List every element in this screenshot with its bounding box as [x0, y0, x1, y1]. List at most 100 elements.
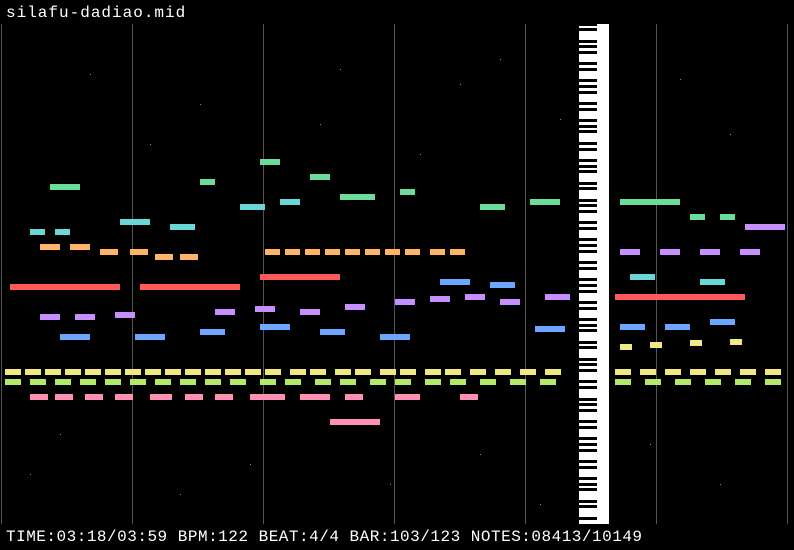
midi-note	[200, 329, 225, 335]
star	[320, 124, 321, 125]
piano-black-key	[579, 51, 597, 54]
midi-note	[450, 379, 466, 385]
piano-black-key	[579, 329, 597, 332]
midi-note	[165, 369, 181, 375]
piano-black-key	[579, 380, 597, 383]
piano-black-key	[579, 221, 597, 224]
piano-black-key	[579, 284, 597, 287]
star	[460, 84, 461, 85]
piano-black-key	[579, 130, 597, 133]
midi-note	[520, 369, 536, 375]
piano-black-key	[579, 517, 597, 520]
midi-note	[30, 379, 46, 385]
midi-note	[765, 379, 781, 385]
midi-note	[380, 334, 410, 340]
midi-note	[65, 369, 81, 375]
midi-note	[185, 369, 201, 375]
star	[200, 104, 201, 105]
piano-black-key	[579, 68, 597, 71]
piano-black-key	[579, 40, 597, 43]
midi-note	[125, 369, 141, 375]
piano-black-key	[579, 182, 597, 185]
star	[680, 79, 681, 80]
star	[540, 504, 541, 505]
midi-note	[430, 249, 445, 255]
star	[180, 494, 181, 495]
piano-black-key	[579, 165, 597, 168]
piano-black-key	[579, 420, 597, 423]
piano-black-key	[579, 28, 597, 31]
gridline	[787, 24, 788, 524]
midi-note	[735, 379, 751, 385]
midi-note	[245, 369, 261, 375]
midi-note	[85, 369, 101, 375]
piano-black-key	[579, 62, 597, 65]
midi-note	[40, 314, 60, 320]
notes-current: 08413	[531, 528, 582, 546]
midi-note	[395, 379, 411, 385]
piano-black-key	[579, 443, 597, 446]
midi-note	[145, 369, 161, 375]
midi-note	[310, 174, 330, 180]
midi-note	[130, 249, 148, 255]
midi-note	[440, 279, 470, 285]
midi-note	[385, 249, 400, 255]
midi-note	[225, 369, 241, 375]
piano-black-key	[579, 79, 597, 82]
midi-note	[620, 324, 645, 330]
star	[420, 154, 421, 155]
midi-note	[460, 394, 478, 400]
midi-note	[720, 214, 735, 220]
gridline	[656, 24, 657, 524]
midi-note	[710, 319, 735, 325]
midi-note	[260, 324, 290, 330]
bar-current: 103	[390, 528, 420, 546]
midi-note	[705, 379, 721, 385]
midi-note	[230, 379, 246, 385]
midi-note	[430, 296, 450, 302]
piano-black-key	[579, 119, 597, 122]
midi-note	[620, 344, 632, 350]
piano-black-key	[579, 148, 597, 151]
midi-note	[115, 312, 135, 318]
midi-note	[630, 274, 655, 280]
midi-note	[55, 379, 71, 385]
midi-note	[480, 204, 505, 210]
midi-note	[650, 342, 662, 348]
midi-note	[75, 314, 95, 320]
midi-note	[665, 369, 681, 375]
piano-black-key	[579, 398, 597, 401]
star	[480, 454, 481, 455]
midi-note	[155, 379, 171, 385]
midi-note	[10, 284, 120, 290]
midi-note	[740, 249, 760, 255]
midi-note	[395, 299, 415, 305]
midi-note	[120, 219, 150, 225]
midi-note	[690, 340, 702, 346]
piano-black-key	[579, 91, 597, 94]
midi-note	[335, 369, 351, 375]
midi-note	[170, 224, 195, 230]
midi-note	[180, 254, 198, 260]
midi-note	[425, 369, 441, 375]
midi-note	[30, 229, 45, 235]
midi-note	[5, 379, 21, 385]
midi-note	[690, 214, 705, 220]
star	[390, 484, 391, 485]
star	[250, 464, 251, 465]
time-label: TIME:	[6, 528, 57, 546]
piano-black-key	[579, 244, 597, 247]
midi-note	[135, 334, 165, 340]
piano-black-key	[579, 369, 597, 372]
midi-note	[45, 369, 61, 375]
notes-label: NOTES:	[471, 528, 532, 546]
star	[90, 74, 91, 75]
beat-label: BEAT:	[259, 528, 310, 546]
midi-note	[615, 379, 631, 385]
midi-note	[675, 379, 691, 385]
time-total: 03:59	[117, 528, 168, 546]
star	[60, 434, 61, 435]
midi-note	[285, 249, 300, 255]
piano-black-key	[579, 102, 597, 105]
piano-black-key	[579, 142, 597, 145]
